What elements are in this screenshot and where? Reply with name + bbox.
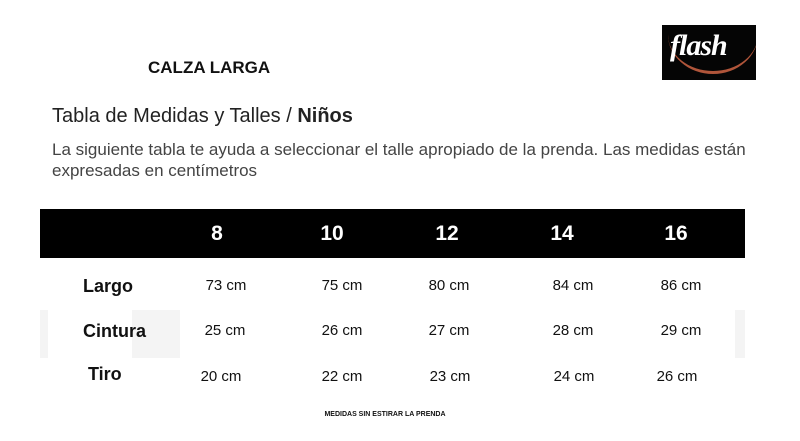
size-header: 16 — [664, 222, 688, 245]
product-name: CALZA LARGA — [148, 58, 271, 77]
table-cell: 86 cm — [660, 277, 702, 294]
table-cell: 22 cm — [321, 368, 363, 385]
background-band — [40, 310, 48, 358]
table-cell: 24 cm — [553, 368, 595, 385]
table-cell: 26 cm — [656, 368, 698, 385]
background-band — [132, 310, 180, 358]
table-cell: 28 cm — [552, 322, 594, 339]
row-label: Largo — [83, 276, 134, 296]
table-cell: 84 cm — [552, 277, 594, 294]
table-cell: 29 cm — [660, 322, 702, 339]
table-cell: 26 cm — [321, 322, 363, 339]
row-label: Cintura — [83, 321, 146, 341]
table-cell: 75 cm — [321, 277, 363, 294]
row-label: Tiro — [88, 364, 122, 384]
background-band — [735, 310, 745, 358]
size-header: 8 — [211, 222, 223, 245]
size-header: 12 — [435, 222, 459, 245]
size-header: 14 — [550, 222, 574, 245]
table-header — [40, 209, 745, 258]
table-cell: 27 cm — [428, 322, 470, 339]
table-cell: 25 cm — [204, 322, 246, 339]
table-cell: 20 cm — [200, 368, 242, 385]
page-title: Tabla de Medidas y Talles / Niños — [52, 105, 353, 127]
brand-logo: flash — [662, 25, 756, 80]
footnote: MEDIDAS SIN ESTIRAR LA PRENDA — [324, 411, 446, 418]
table-cell: 80 cm — [428, 277, 470, 294]
description: La siguiente tabla te ayuda a selecciona… — [52, 140, 746, 180]
table-cell: 73 cm — [205, 277, 247, 294]
table-cell: 23 cm — [429, 368, 471, 385]
size-header: 10 — [320, 222, 344, 245]
